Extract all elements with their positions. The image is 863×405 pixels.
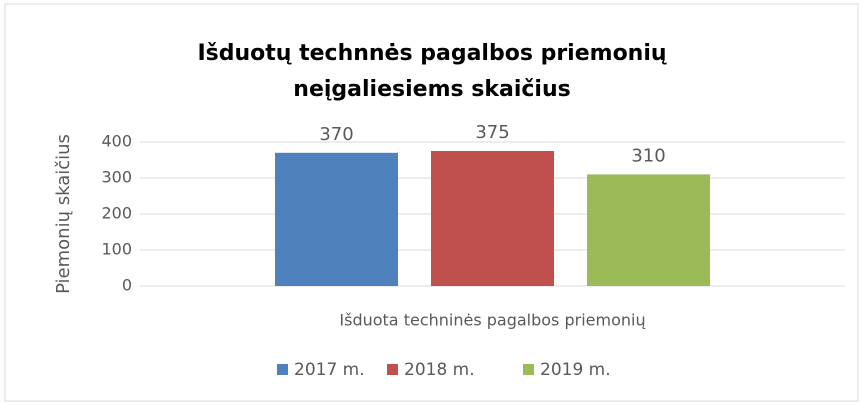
bar [431, 151, 554, 286]
y-tick-label: 200 [101, 204, 132, 223]
legend-swatch [523, 364, 534, 375]
chart-title: neįgaliesiems skaičius [293, 77, 570, 102]
y-axis-label: Piemonių skaičius [53, 134, 74, 294]
legend-label: 2018 m. [404, 360, 475, 380]
bar [587, 174, 710, 286]
x-tick-label: Išduota techninės pagalbos priemonių [339, 311, 645, 330]
data-label: 310 [631, 145, 665, 166]
y-tick-label: 100 [101, 240, 132, 259]
data-label: 375 [475, 122, 509, 143]
legend-swatch [277, 364, 288, 375]
legend-label: 2019 m. [540, 360, 611, 380]
legend-label: 2017 m. [294, 360, 365, 380]
y-tick-label: 400 [101, 132, 132, 151]
legend-swatch [387, 364, 398, 375]
data-label: 370 [319, 124, 353, 145]
bar [275, 152, 398, 286]
y-tick-label: 300 [101, 168, 132, 187]
chart-title: Išduotų technnės pagalbos priemonių [197, 41, 666, 66]
y-tick-label: 0 [122, 276, 132, 295]
